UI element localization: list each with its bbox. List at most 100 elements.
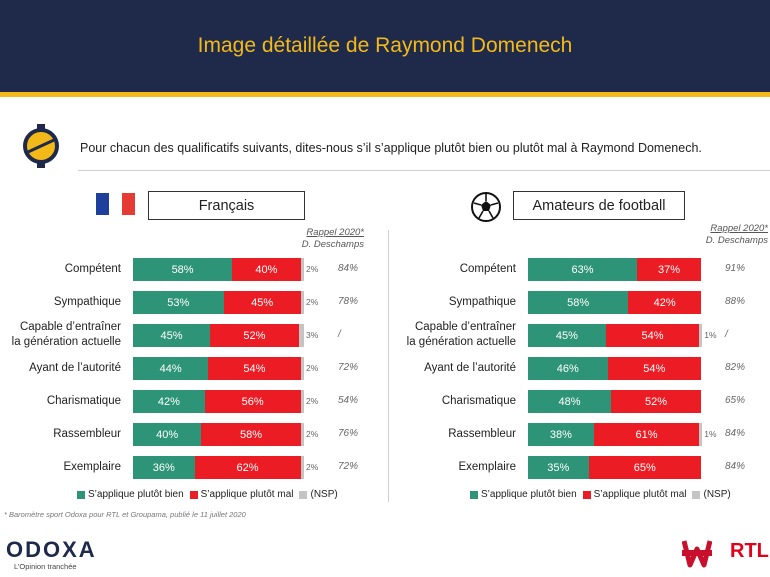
recall-2020-value: 65% <box>725 395 746 406</box>
odoxa-badge-icon <box>23 124 59 168</box>
survey-question: Pour chacun des qualificatifs suivants, … <box>80 141 702 155</box>
legend-swatch-red <box>582 490 591 499</box>
bar-value-label: 63% <box>571 263 594 276</box>
category-label-line: la génération actuelle <box>11 336 121 348</box>
bar-value-label: 42% <box>157 395 180 408</box>
bar-value-label: 56% <box>241 395 264 408</box>
category-label: Charismatique <box>0 394 121 409</box>
bar-segment-mal: 65% <box>588 456 701 479</box>
bar-value-label: 53% <box>167 296 190 309</box>
legend-item-grey: (NSP) <box>692 489 731 500</box>
bar-segment-mal: 58% <box>201 423 301 446</box>
bar-segment-mal: 56% <box>204 390 301 413</box>
category-label: Capable d’entraîner la génération actuell… <box>0 320 121 350</box>
category-label: Compétent <box>0 262 121 277</box>
category-label-line: la génération actuelle <box>406 336 516 348</box>
legend-swatch-green <box>77 490 85 499</box>
category-label: Sympathique <box>386 295 516 310</box>
category-label-line: Compétent <box>64 263 121 275</box>
bar-segment-bien: 40% <box>133 423 202 446</box>
recall-2020-value: 91% <box>725 263 746 274</box>
bar-segment-nsp <box>699 324 703 347</box>
france-flag-icon <box>96 193 135 215</box>
footnote: * Baromètre sport Odoxa pour RTL et Grou… <box>4 510 246 519</box>
category-label: Charismatique <box>386 394 516 409</box>
category-label-line: Charismatique <box>46 395 121 407</box>
recall-header-line1: Rappel 2020* <box>710 223 768 234</box>
bar-segment-bien: 45% <box>133 324 210 347</box>
legend-swatch-grey <box>299 490 308 499</box>
category-label: Rassembleur <box>386 427 516 442</box>
category-label: Exemplaire <box>386 460 516 475</box>
bar-value-label: 58% <box>171 263 194 276</box>
bar-segment-bien: 48% <box>528 390 612 413</box>
nsp-value-label: 1% <box>704 429 717 439</box>
panel-title-amateurs: Amateurs de football <box>513 191 685 220</box>
nsp-value-label: 2% <box>306 429 319 439</box>
bar-segment-bien: 63% <box>528 258 637 281</box>
category-label-line: Compétent <box>459 263 516 275</box>
legend-swatch-green <box>470 490 478 499</box>
legend-label-green: S’applique plutôt bien <box>481 489 577 500</box>
recall-header-line2: D. Deschamps <box>705 235 768 246</box>
bar-value-label: 58% <box>239 428 262 441</box>
category-label-line: Sympathique <box>448 296 516 308</box>
bar-segment-nsp <box>300 357 304 380</box>
nsp-value-label: 1% <box>704 330 717 340</box>
odoxa-tagline: L’Opinion tranchée <box>14 562 77 571</box>
bar-value-label: 40% <box>156 428 179 441</box>
recall-2020-value: / <box>725 329 728 340</box>
bar-value-label: 54% <box>643 362 666 375</box>
legend-label-grey: (NSP) <box>703 489 731 500</box>
bar-segment-bien: 44% <box>133 357 209 380</box>
category-label-line: Rassembleur <box>448 428 516 440</box>
bar-segment-mal: 40% <box>232 258 301 281</box>
nsp-value-label: 3% <box>306 330 319 340</box>
legend-left: S’applique plutôt bien S’applique plutôt… <box>77 489 344 500</box>
category-label: Ayant de l’autorité <box>0 361 121 376</box>
legend-item-green: S’applique plutôt bien <box>470 489 577 500</box>
bar-segment-mal: 52% <box>611 390 701 413</box>
category-label: Ayant de l’autorité <box>386 361 516 376</box>
bar-segment-bien: 42% <box>133 390 205 413</box>
legend-swatch-red <box>189 490 198 499</box>
bar-segment-bien: 58% <box>528 291 629 314</box>
rtl-logo: RTL <box>730 540 769 562</box>
bar-value-label: 45% <box>160 329 183 342</box>
bar-segment-bien: 45% <box>528 324 606 347</box>
bar-segment-bien: 53% <box>133 291 224 314</box>
bar-segment-mal: 42% <box>628 291 701 314</box>
bar-value-label: 54% <box>641 329 664 342</box>
recall-header-line2: D. Deschamps <box>301 239 364 250</box>
panel-divider <box>388 230 389 502</box>
recall-2020-value: 78% <box>338 296 359 307</box>
bar-segment-mal: 54% <box>208 357 301 380</box>
header-stripe <box>0 92 770 97</box>
nsp-value-label: 2% <box>306 396 319 406</box>
category-label: Rassembleur <box>0 427 121 442</box>
legend-right: S’applique plutôt bien S’applique plutôt… <box>470 489 737 500</box>
bar-value-label: 44% <box>159 362 182 375</box>
category-label: Exemplaire <box>0 460 121 475</box>
bar-segment-nsp <box>300 258 304 281</box>
bar-value-label: 40% <box>255 263 278 276</box>
bar-segment-bien: 38% <box>528 423 594 446</box>
category-label-line: Ayant de l’autorité <box>29 362 121 374</box>
bar-value-label: 38% <box>549 428 572 441</box>
legend-label-red: S’applique plutôt mal <box>593 489 687 500</box>
recall-header-line1: Rappel 2020* <box>306 227 364 238</box>
nsp-value-label: 2% <box>306 462 319 472</box>
bar-segment-nsp <box>300 291 304 314</box>
recall-2020-value: 84% <box>338 263 359 274</box>
category-label-line: Exemplaire <box>63 461 121 473</box>
recall-2020-value: 72% <box>338 362 359 373</box>
bar-segment-mal: 54% <box>605 324 700 347</box>
bar-segment-mal: 54% <box>607 357 701 380</box>
bar-segment-mal: 45% <box>223 291 301 314</box>
bar-segment-nsp <box>699 423 703 446</box>
bar-value-label: 42% <box>653 296 676 309</box>
odoxa-logo: ODOXA <box>6 537 97 562</box>
category-label-line: Rassembleur <box>53 428 121 440</box>
recall-2020-value: 84% <box>725 461 746 472</box>
legend-item-green: S’applique plutôt bien <box>77 489 184 500</box>
